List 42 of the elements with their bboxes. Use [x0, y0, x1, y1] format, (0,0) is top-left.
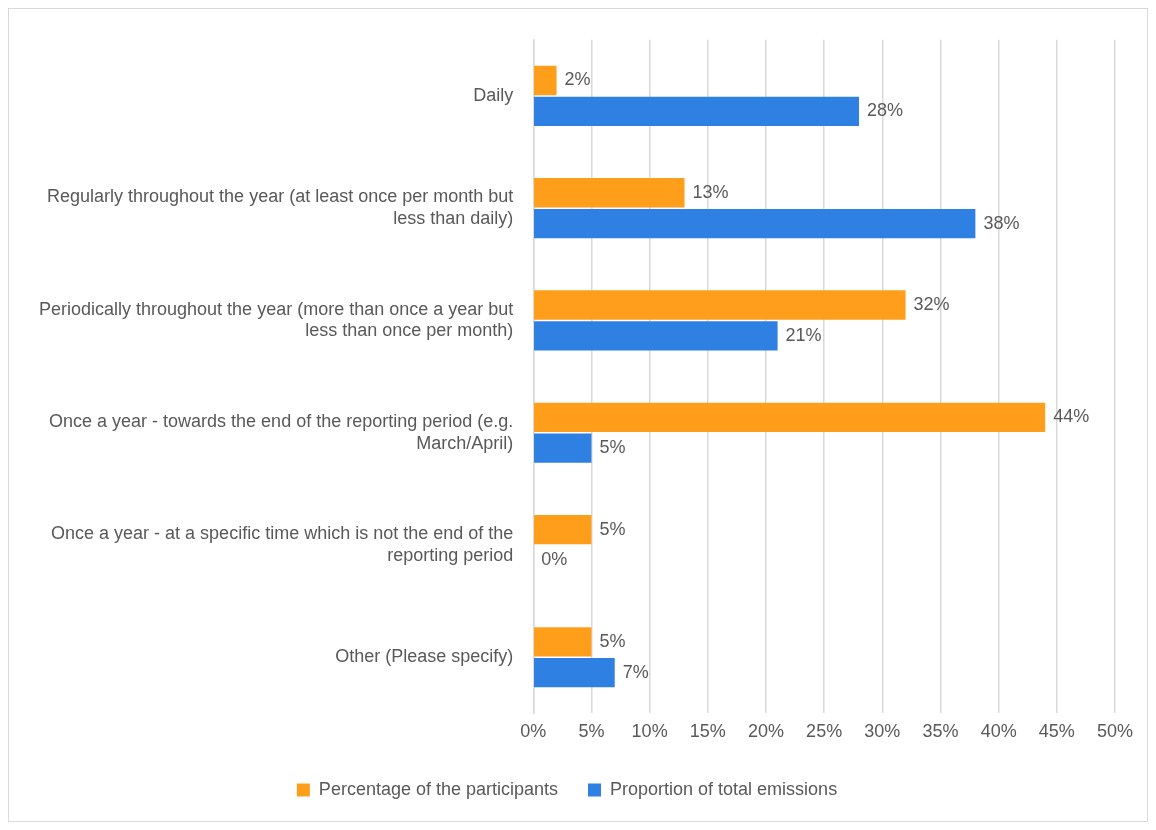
legend-label: Percentage of the participants	[318, 778, 559, 799]
x-tick-label: 35%	[922, 721, 959, 742]
data-label: 28%	[867, 100, 904, 121]
x-tick-label: 50%	[1096, 721, 1134, 742]
data-label: 38%	[983, 212, 1020, 233]
bar	[534, 290, 906, 320]
bar	[534, 321, 778, 351]
bar	[534, 65, 557, 96]
data-label: 32%	[913, 294, 950, 314]
x-tick-label: 10%	[631, 721, 668, 742]
data-label: 7%	[622, 661, 649, 682]
legend-label: Proportion of total emissions	[610, 778, 838, 799]
y-tick-label: Once a year - at a specific time which is not the end of the reporting period	[51, 523, 514, 565]
data-label: 13%	[692, 181, 729, 202]
bar	[534, 402, 1046, 432]
x-tick-label: 30%	[864, 721, 901, 742]
y-tick-label: Daily	[473, 84, 514, 105]
bar	[534, 514, 592, 545]
x-tick-label: 40%	[980, 721, 1017, 742]
y-tick-label: Other (Please specify)	[335, 646, 514, 667]
bar	[534, 208, 976, 239]
bar	[534, 658, 615, 688]
data-label: 0%	[541, 549, 568, 570]
x-tick-label: 0%	[520, 721, 547, 742]
y-tick-label: Periodically throughout the year (more than once a year but less than once per month)	[38, 298, 514, 341]
x-tick-label: 5%	[578, 721, 605, 742]
y-tick-label: Regularly throughout the year (at least once per month but less than daily)	[46, 186, 514, 228]
data-label: 5%	[599, 518, 626, 539]
x-tick-label: 25%	[806, 721, 843, 742]
data-label: 2%	[564, 69, 591, 90]
data-label: 5%	[599, 437, 626, 458]
bar	[534, 96, 860, 127]
data-label: 44%	[1053, 406, 1090, 427]
bar	[534, 627, 592, 657]
x-tick-label: 45%	[1038, 721, 1075, 742]
data-label: 5%	[599, 630, 626, 651]
bar	[534, 178, 685, 208]
x-tick-label: 15%	[689, 721, 726, 742]
y-tick-label: Once a year - towards the end of the reporting period (e.g. March/April)	[49, 410, 514, 453]
x-tick-label: 20%	[747, 721, 784, 742]
data-label: 21%	[785, 324, 822, 345]
bar	[534, 433, 592, 463]
